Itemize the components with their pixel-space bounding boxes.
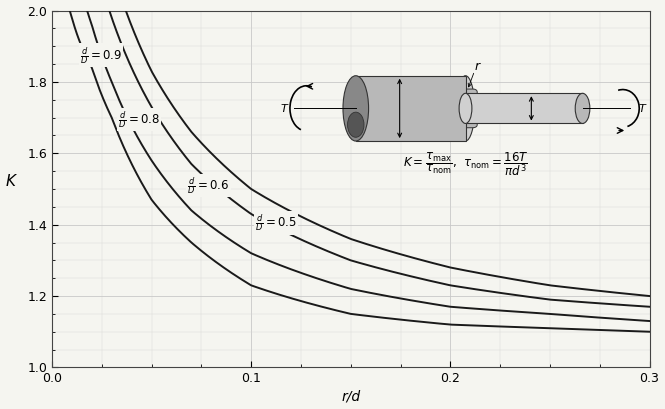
Text: $\frac{d}{D}$$= 0.9$: $\frac{d}{D}$$= 0.9$ [80,45,122,66]
Text: $\frac{d}{D}$$= 0.8$: $\frac{d}{D}$$= 0.8$ [118,109,160,130]
Text: $K = \dfrac{\tau_{\max}}{\tau_{\mathrm{nom}}}$,  $\tau_{\mathrm{nom}} = \dfrac{1: $K = \dfrac{\tau_{\max}}{\tau_{\mathrm{n… [403,150,528,178]
Text: $\frac{d}{D}$$= 0.6$: $\frac{d}{D}$$= 0.6$ [188,175,229,196]
X-axis label: r/d: r/d [341,389,360,403]
Ellipse shape [459,93,472,124]
Y-axis label: K: K [5,174,15,189]
Text: $\frac{d}{D}$$= 0.5$: $\frac{d}{D}$$= 0.5$ [255,212,297,234]
Text: $D$: $D$ [376,102,387,115]
FancyBboxPatch shape [448,89,477,128]
Text: $d$: $d$ [537,101,547,115]
Text: $T$: $T$ [280,102,289,115]
Bar [356,76,466,141]
Text: $T$: $T$ [638,102,648,115]
Text: $r$: $r$ [474,61,482,74]
Ellipse shape [343,76,368,141]
Bar [465,93,583,124]
Ellipse shape [456,76,475,141]
Ellipse shape [575,93,590,124]
Ellipse shape [348,112,364,137]
